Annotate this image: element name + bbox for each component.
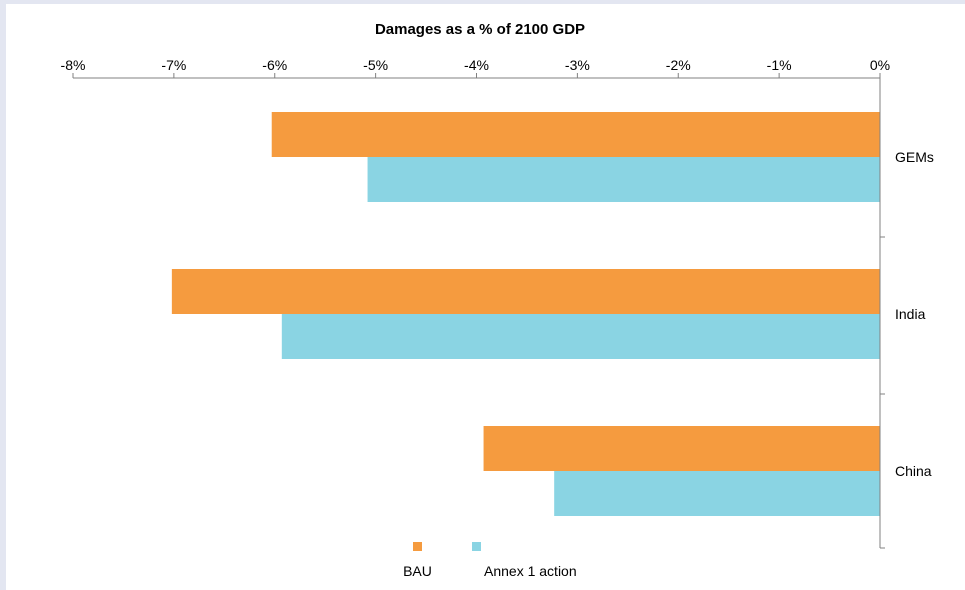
chart-title: Damages as a % of 2100 GDP xyxy=(375,21,585,38)
legend: BAU Annex 1 action xyxy=(403,542,577,579)
bar-annex-1-action-china xyxy=(554,471,880,516)
legend-swatch-bau xyxy=(413,542,422,551)
legend-label-bau: BAU xyxy=(403,563,432,579)
x-tick-label: -3% xyxy=(565,57,590,73)
category-label: India xyxy=(895,306,926,322)
x-tick-label: -7% xyxy=(161,57,186,73)
x-tick-label: -2% xyxy=(666,57,691,73)
bar-bau-gems xyxy=(271,112,880,157)
bar-bau-india xyxy=(171,269,881,314)
bar-bau-china xyxy=(483,426,880,471)
chart-frame: Damages as a % of 2100 GDP GEMs India Chin… xyxy=(6,4,965,590)
x-tick-label: -5% xyxy=(363,57,388,73)
bar-chart: Damages as a % of 2100 GDP GEMs India Chin… xyxy=(61,21,934,579)
x-tick-label: -8% xyxy=(61,57,86,73)
bars-group xyxy=(171,112,881,516)
legend-swatch-annex-1-action xyxy=(472,542,481,551)
category-label: GEMs xyxy=(895,149,934,165)
x-tick-label: -1% xyxy=(767,57,792,73)
x-tick-label: 0% xyxy=(870,57,890,73)
x-tick-label: -6% xyxy=(262,57,287,73)
bar-annex-1-action-gems xyxy=(367,157,880,202)
bar-annex-1-action-india xyxy=(281,314,880,359)
axes-group: GEMs India China -8% -7% -6% -5% -4% -3% -2% -1% 0% xyxy=(61,57,934,549)
x-tick-label: -4% xyxy=(464,57,489,73)
legend-label-annex-1-action: Annex 1 action xyxy=(484,563,577,579)
category-label: China xyxy=(895,463,932,479)
